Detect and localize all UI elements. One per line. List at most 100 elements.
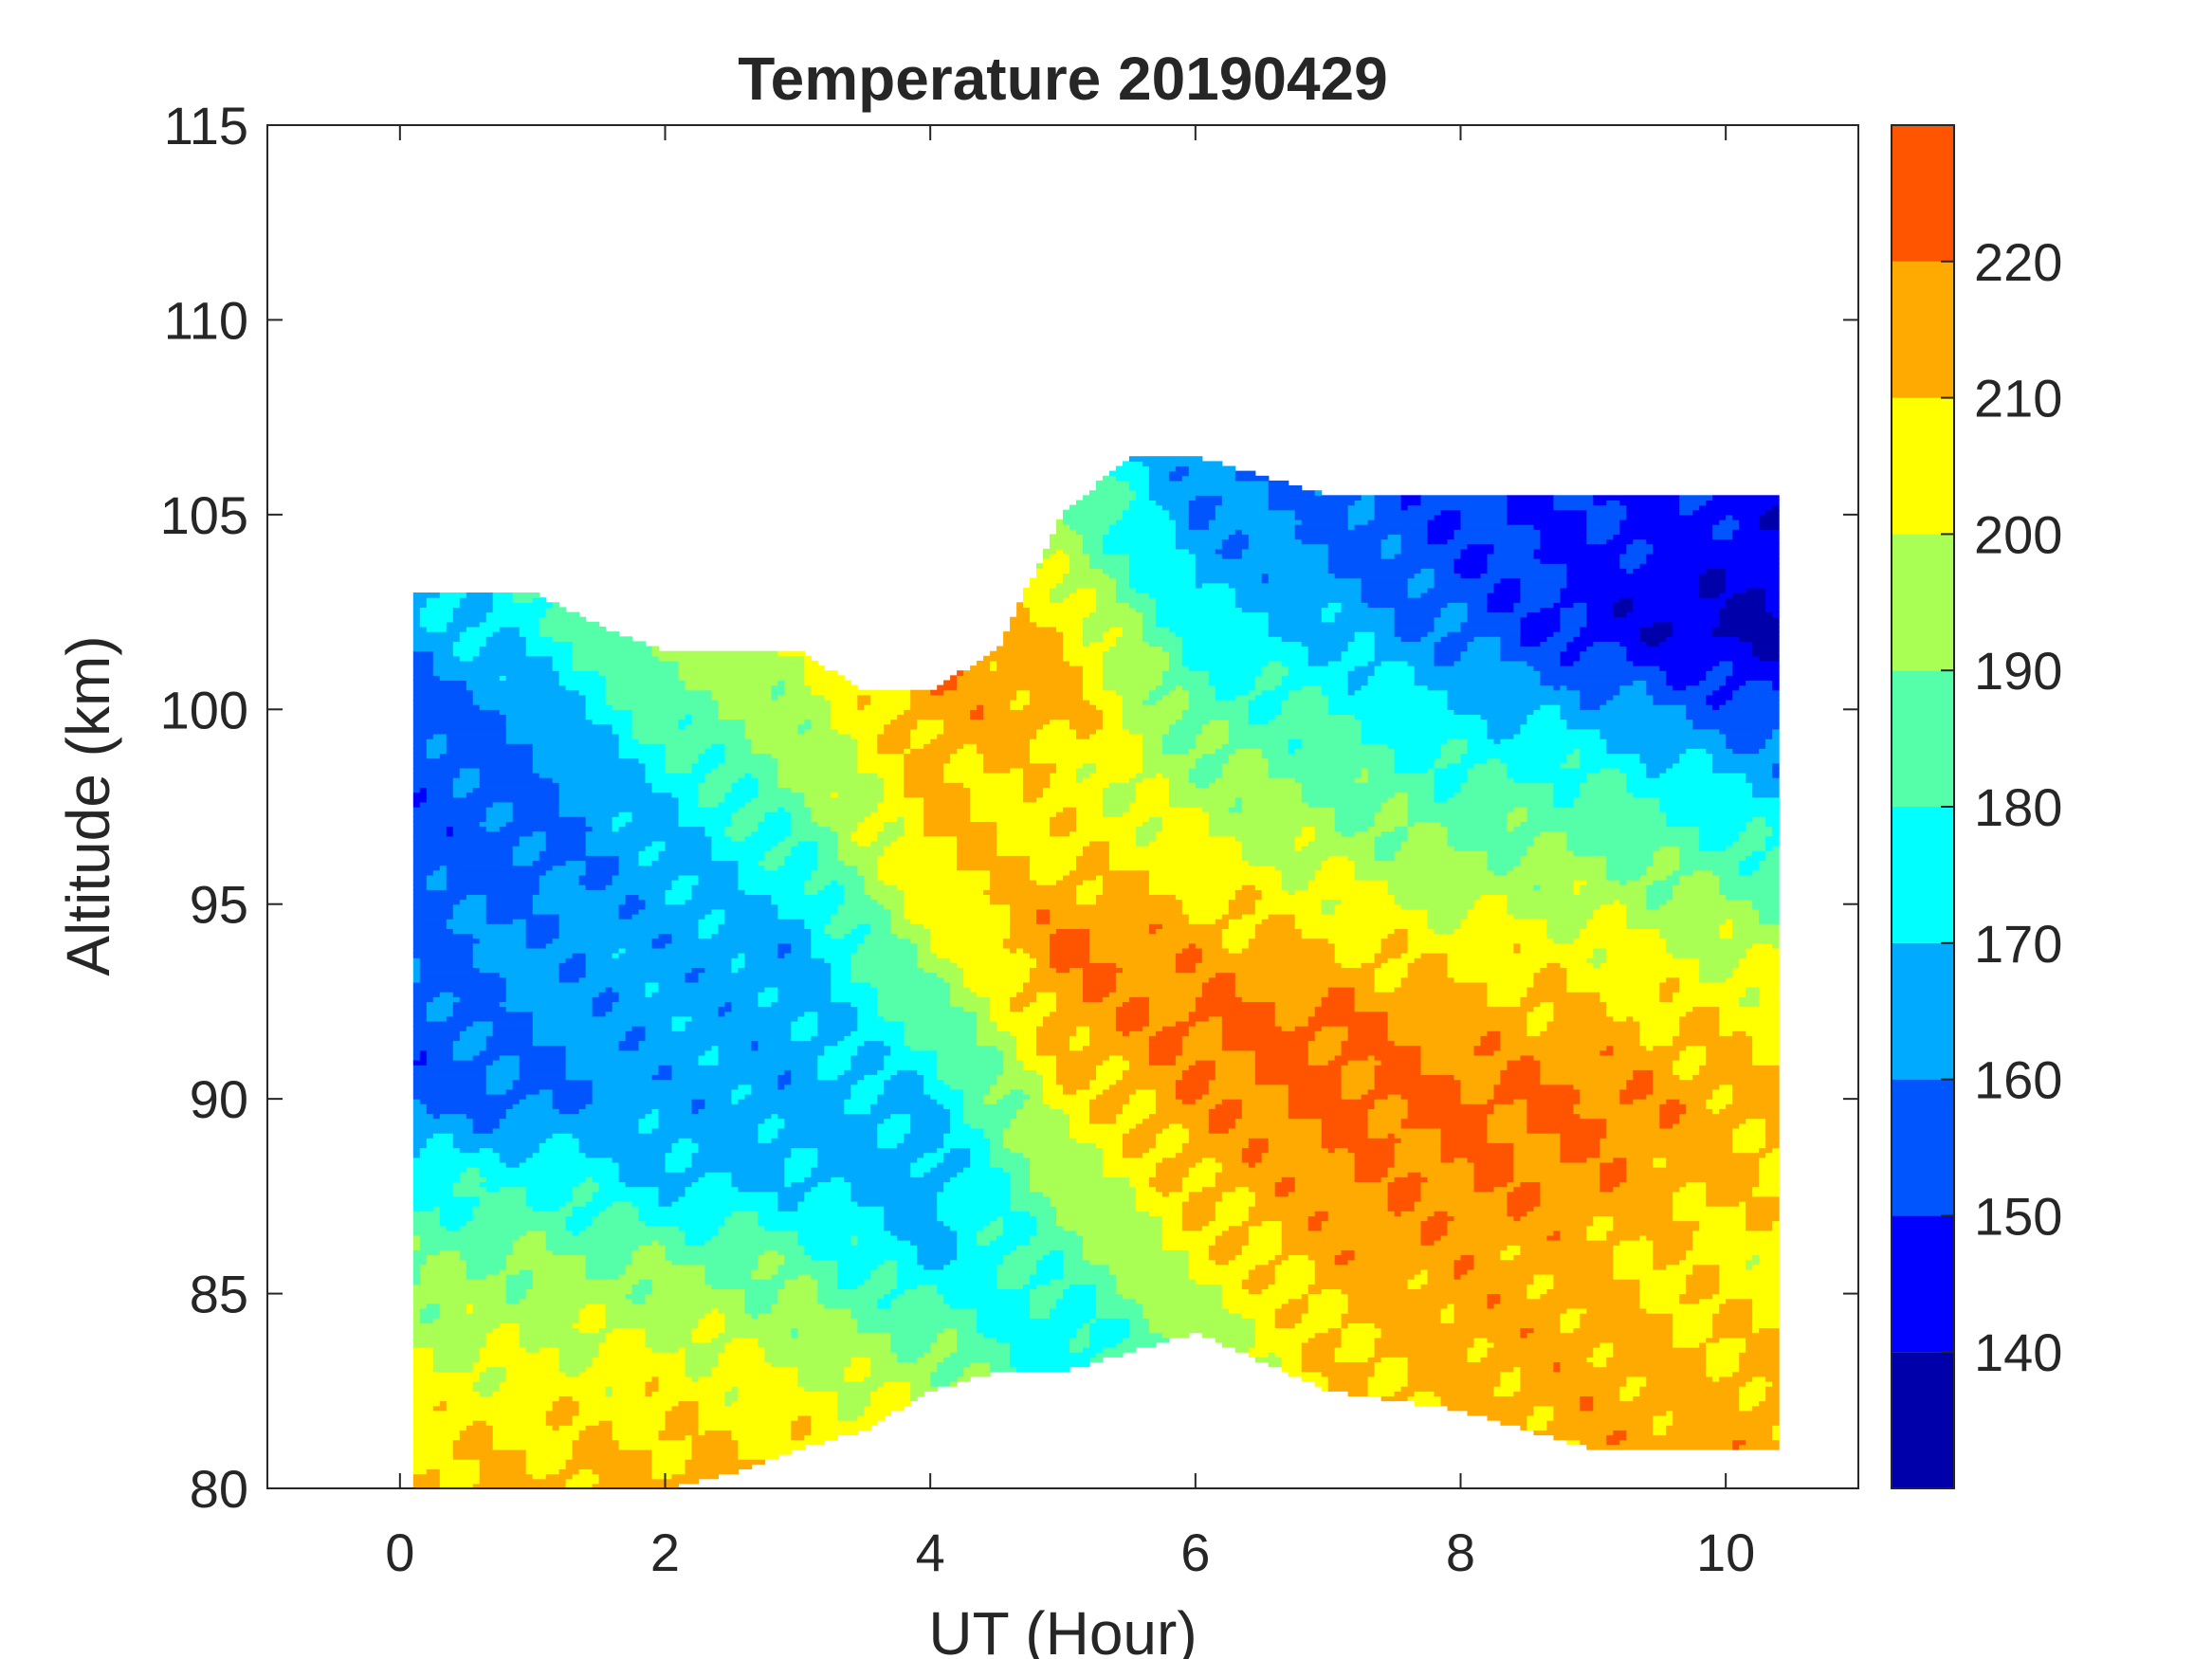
contour-cell xyxy=(1752,942,1773,949)
contour-cell xyxy=(1314,835,1376,842)
contour-cell xyxy=(850,1357,871,1362)
contour-cell xyxy=(1673,684,1687,691)
contour-cell xyxy=(505,981,647,988)
contour-cell xyxy=(1633,1099,1667,1104)
contour-cell xyxy=(1692,1264,1720,1270)
contour-cell xyxy=(804,1245,918,1250)
contour-cell xyxy=(1268,577,1362,584)
contour-cell xyxy=(1261,689,1289,696)
contour-cell xyxy=(698,792,726,798)
contour-cell xyxy=(446,865,554,871)
contour-cell xyxy=(1493,738,1502,744)
contour-cell xyxy=(831,709,905,715)
contour-cell xyxy=(1307,650,1343,657)
contour-cell xyxy=(1606,865,1647,871)
contour-cell xyxy=(1387,1201,1416,1207)
contour-cell xyxy=(1274,1015,1309,1022)
contour-cell xyxy=(1566,972,1700,978)
contour-cell xyxy=(1281,1361,1303,1368)
contour-cell xyxy=(864,1279,898,1285)
contour-cell xyxy=(479,1478,567,1485)
contour-cell xyxy=(1181,684,1216,691)
contour-cell xyxy=(890,1074,924,1081)
contour-cell xyxy=(811,942,858,949)
contour-cell xyxy=(864,1074,891,1081)
contour-cell xyxy=(1427,1215,1455,1222)
contour-cell xyxy=(850,967,924,974)
contour-cell xyxy=(1347,1147,1396,1154)
contour-cell xyxy=(804,1176,832,1182)
contour-cell xyxy=(1772,942,1780,949)
contour-cell xyxy=(804,719,812,725)
contour-cell xyxy=(1135,787,1170,793)
contour-cell xyxy=(1248,709,1283,715)
contour-cell xyxy=(651,1240,660,1246)
contour-cell xyxy=(1752,1040,1780,1047)
contour-cell xyxy=(1175,967,1197,974)
contour-cell xyxy=(857,704,865,710)
contour-cell xyxy=(558,976,580,983)
contour-cell xyxy=(1321,860,1356,866)
contour-cell xyxy=(565,1060,699,1066)
contour-cell xyxy=(804,1011,818,1017)
contour-cell xyxy=(1135,792,1170,798)
contour-cell xyxy=(585,1264,627,1270)
contour-cell xyxy=(1281,1220,1309,1227)
contour-cell xyxy=(1181,947,1203,954)
contour-cell xyxy=(1520,636,1547,642)
contour-cell xyxy=(718,714,832,720)
contour-cell xyxy=(738,1186,812,1193)
contour-cell xyxy=(1128,1030,1157,1036)
contour-cell xyxy=(665,748,705,755)
contour-cell xyxy=(678,811,732,817)
contour-cell xyxy=(1188,1195,1223,1202)
contour-cell xyxy=(645,981,660,988)
contour-cell xyxy=(811,1415,838,1421)
contour-cell xyxy=(1513,826,1700,832)
contour-cell xyxy=(963,1094,984,1100)
contour-cell xyxy=(585,704,613,710)
contour-cell xyxy=(578,1327,600,1334)
contour-cell xyxy=(990,665,997,671)
contour-cell xyxy=(1321,611,1336,618)
contour-cell xyxy=(412,796,428,803)
contour-cell xyxy=(485,1074,521,1081)
contour-cell xyxy=(1168,665,1190,671)
contour-cell xyxy=(1036,908,1051,915)
contour-cell xyxy=(1673,762,1713,769)
contour-cell xyxy=(1646,1308,1720,1314)
contour-cell xyxy=(1122,700,1143,705)
contour-cell xyxy=(412,987,507,993)
contour-cell xyxy=(612,1391,647,1396)
contour-cell xyxy=(1188,1030,1223,1036)
contour-cell xyxy=(412,1074,487,1081)
contour-cell xyxy=(432,660,554,666)
contour-cell xyxy=(1155,1138,1190,1143)
contour-cell xyxy=(1301,1361,1376,1368)
contour-cell xyxy=(1215,972,1236,978)
contour-cell xyxy=(1719,607,1766,613)
contour-cell xyxy=(1719,611,1773,618)
contour-cell xyxy=(1050,908,1183,915)
contour-cell xyxy=(1500,1254,1514,1261)
contour-cell xyxy=(977,1327,1077,1334)
contour-cell xyxy=(1772,846,1780,851)
contour-cell xyxy=(1752,816,1766,822)
contour-cell xyxy=(1374,855,1396,862)
contour-cell xyxy=(1407,947,1515,954)
contour-cell xyxy=(1619,684,1647,691)
contour-cell xyxy=(412,1201,481,1207)
contour-cell xyxy=(744,1293,778,1300)
contour-cell xyxy=(1036,734,1077,739)
contour-cell xyxy=(1440,1400,1581,1407)
contour-cell xyxy=(1706,1357,1740,1362)
contour-cell xyxy=(532,1473,547,1480)
contour-cell xyxy=(505,1284,534,1289)
contour-cell xyxy=(1261,753,1396,759)
contour-cell xyxy=(1646,553,1780,559)
contour-cell xyxy=(532,748,620,755)
contour-cell xyxy=(585,841,653,847)
contour-cell xyxy=(1115,1011,1150,1017)
contour-cell xyxy=(1069,592,1097,598)
contour-cell xyxy=(1507,908,1594,915)
